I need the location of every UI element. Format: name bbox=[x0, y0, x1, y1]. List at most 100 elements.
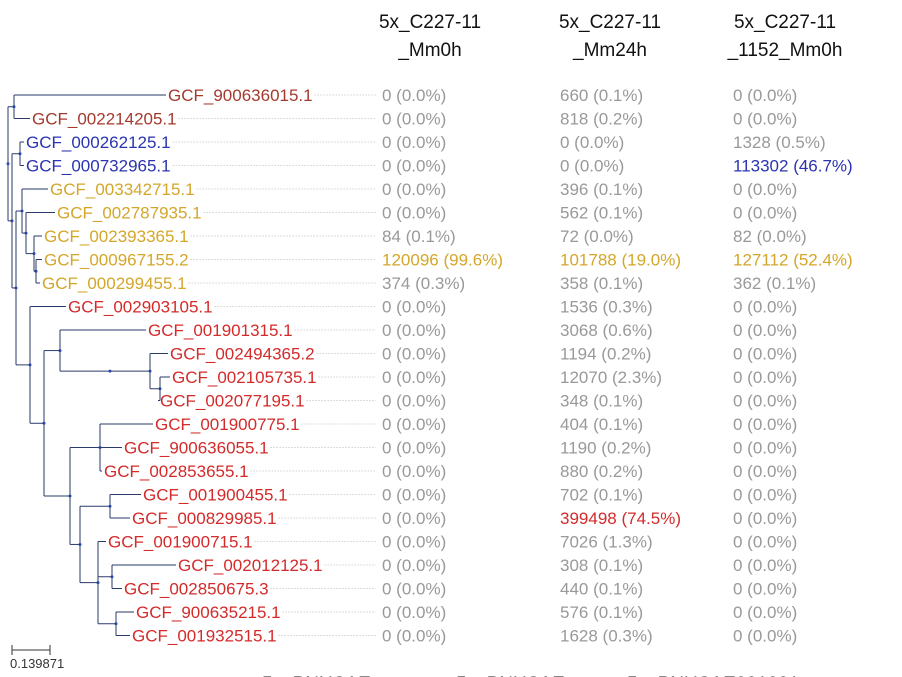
cell: 0 (0.0%) bbox=[733, 556, 797, 575]
cell: 127112 (52.4%) bbox=[733, 251, 853, 270]
cell: 82 (0.0%) bbox=[733, 227, 807, 246]
cell: 0 (0.0%) bbox=[382, 180, 446, 199]
leaf-label: GCF_000967155.2 bbox=[44, 251, 189, 270]
cell: 0 (0.0%) bbox=[733, 462, 797, 481]
cell: 0 (0.0%) bbox=[560, 157, 624, 176]
cell: 0 (0.0%) bbox=[733, 627, 797, 646]
cell: 0 (0.0%) bbox=[733, 415, 797, 434]
cell: 399498 (74.5%) bbox=[560, 509, 681, 528]
footer-header: 5x_PNUSAE bbox=[456, 674, 565, 677]
column-header: 5x_C227-11 bbox=[559, 12, 661, 33]
cell: 0 (0.0%) bbox=[733, 392, 797, 411]
cell: 0 (0.0%) bbox=[733, 86, 797, 105]
leaf-label: GCF_001900775.1 bbox=[155, 415, 300, 434]
leaf-label: GCF_003342715.1 bbox=[50, 180, 195, 199]
cell: 84 (0.1%) bbox=[382, 227, 456, 246]
column-header: 5x_C227-11 bbox=[734, 12, 836, 33]
leaf-label: GCF_002012125.1 bbox=[178, 556, 323, 575]
cell: 0 (0.0%) bbox=[382, 157, 446, 176]
cell: 0 (0.0%) bbox=[382, 439, 446, 458]
leaf-label: GCF_002494365.2 bbox=[170, 345, 315, 364]
cell: 0 (0.0%) bbox=[382, 603, 446, 622]
cell: 0 (0.0%) bbox=[733, 180, 797, 199]
footer-header: 5x_PNUSAE bbox=[262, 674, 371, 677]
cell: 396 (0.1%) bbox=[560, 180, 643, 199]
cell: 880 (0.2%) bbox=[560, 462, 643, 481]
cell: 120096 (99.6%) bbox=[382, 251, 503, 270]
cell: 362 (0.1%) bbox=[733, 274, 816, 293]
column-header: _1152_Mm0h bbox=[727, 40, 843, 61]
leaf-label: GCF_002850675.3 bbox=[124, 580, 269, 599]
cell: 7026 (1.3%) bbox=[560, 533, 653, 552]
cell: 0 (0.0%) bbox=[382, 86, 446, 105]
cell: 0 (0.0%) bbox=[382, 627, 446, 646]
cell: 0 (0.0%) bbox=[733, 204, 797, 223]
cell: 0 (0.0%) bbox=[382, 556, 446, 575]
cell: 404 (0.1%) bbox=[560, 415, 643, 434]
cell: 0 (0.0%) bbox=[382, 368, 446, 387]
leaf-label: GCF_001900455.1 bbox=[143, 486, 288, 505]
leaf-label: GCF_002393365.1 bbox=[44, 227, 189, 246]
cell: 0 (0.0%) bbox=[733, 368, 797, 387]
cell: 0 (0.0%) bbox=[733, 110, 797, 129]
leaf-label: GCF_001932515.1 bbox=[132, 627, 277, 646]
cell: 0 (0.0%) bbox=[382, 533, 446, 552]
leaf-label: GCF_002853655.1 bbox=[104, 462, 249, 481]
scale-label: 0.139871 bbox=[10, 656, 64, 671]
cell: 702 (0.1%) bbox=[560, 486, 643, 505]
leaf-label: GCF_900636015.1 bbox=[168, 86, 313, 105]
leaf-label: GCF_900636055.1 bbox=[124, 439, 269, 458]
cell: 348 (0.1%) bbox=[560, 392, 643, 411]
cell: 0 (0.0%) bbox=[382, 392, 446, 411]
column-header: _Mm0h bbox=[397, 40, 461, 61]
leaf-label: GCF_002077195.1 bbox=[160, 392, 305, 411]
cell: 0 (0.0%) bbox=[733, 345, 797, 364]
cell: 72 (0.0%) bbox=[560, 227, 634, 246]
leaf-label: GCF_000299455.1 bbox=[42, 274, 187, 293]
leaf-label: GCF_000262125.1 bbox=[26, 133, 171, 152]
cell: 113302 (46.7%) bbox=[733, 157, 853, 176]
cell: 0 (0.0%) bbox=[733, 580, 797, 599]
cell: 0 (0.0%) bbox=[560, 133, 624, 152]
leaf-label: GCF_002214205.1 bbox=[32, 110, 177, 129]
cell: 101788 (19.0%) bbox=[560, 251, 681, 270]
cell: 358 (0.1%) bbox=[560, 274, 643, 293]
column-header: 5x_C227-11 bbox=[379, 12, 481, 33]
leaf-label: GCF_001900715.1 bbox=[108, 533, 253, 552]
cell: 0 (0.0%) bbox=[733, 509, 797, 528]
cell: 818 (0.2%) bbox=[560, 110, 643, 129]
cell: 0 (0.0%) bbox=[733, 486, 797, 505]
leaf-label: GCF_002105735.1 bbox=[172, 368, 317, 387]
cell: 660 (0.1%) bbox=[560, 86, 643, 105]
node bbox=[6, 162, 10, 166]
cell: 0 (0.0%) bbox=[382, 133, 446, 152]
column-header: _Mm24h bbox=[572, 40, 647, 61]
cell: 1194 (0.2%) bbox=[560, 345, 651, 364]
leaf-label: GCF_001901315.1 bbox=[148, 321, 293, 340]
cell: 374 (0.3%) bbox=[382, 274, 465, 293]
cell: 440 (0.1%) bbox=[560, 580, 643, 599]
cell: 3068 (0.6%) bbox=[560, 321, 653, 340]
cell: 0 (0.0%) bbox=[382, 110, 446, 129]
cell: 0 (0.0%) bbox=[733, 321, 797, 340]
cell: 0 (0.0%) bbox=[382, 580, 446, 599]
leaf-label: GCF_000829985.1 bbox=[132, 509, 277, 528]
cell: 308 (0.1%) bbox=[560, 556, 643, 575]
cell: 0 (0.0%) bbox=[733, 603, 797, 622]
cell: 0 (0.0%) bbox=[382, 509, 446, 528]
cell: 576 (0.1%) bbox=[560, 603, 643, 622]
leaf-label: GCF_900635215.1 bbox=[136, 603, 281, 622]
cell: 0 (0.0%) bbox=[382, 298, 446, 317]
cell: 0 (0.0%) bbox=[733, 439, 797, 458]
cell: 0 (0.0%) bbox=[382, 486, 446, 505]
cell: 562 (0.1%) bbox=[560, 204, 643, 223]
footer-header: 5x_PNUSAE001801 bbox=[627, 674, 799, 677]
cell: 1536 (0.3%) bbox=[560, 298, 653, 317]
cell: 1628 (0.3%) bbox=[560, 627, 653, 646]
cell: 0 (0.0%) bbox=[382, 321, 446, 340]
cell: 0 (0.0%) bbox=[733, 298, 797, 317]
leaf-label: GCF_002787935.1 bbox=[57, 204, 202, 223]
cell: 0 (0.0%) bbox=[382, 345, 446, 364]
